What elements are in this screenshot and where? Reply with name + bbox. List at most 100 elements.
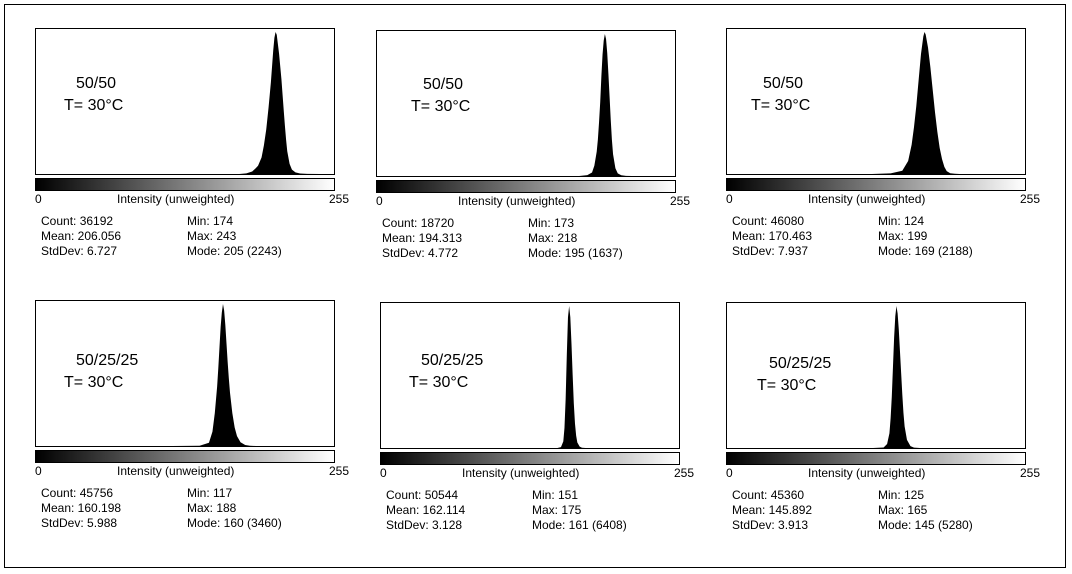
stat-max: Max: 199 <box>878 229 928 243</box>
x-axis-title: Intensity (unweighted) <box>808 466 926 480</box>
intensity-gradient-bar <box>380 452 680 465</box>
histogram-panel: 50/25/25 T= 30°C 0 Intensity (unweighted… <box>726 302 1046 552</box>
histogram-area <box>557 306 586 448</box>
x-axis-labels: 0 Intensity (unweighted) 255 <box>35 463 349 479</box>
x-max-label: 255 <box>669 194 690 208</box>
x-axis-title: Intensity (unweighted) <box>462 466 580 480</box>
sample-ratio-label: 50/25/25 <box>769 355 832 372</box>
histogram-panel: 50/50 T= 30°C 0 Intensity (unweighted) 2… <box>35 28 355 278</box>
stat-mode: Mode: 145 (5280) <box>878 518 973 532</box>
intensity-gradient-bar <box>376 180 676 193</box>
stat-stddev: StdDev: 4.772 <box>382 246 459 260</box>
x-min-label: 0 <box>380 466 387 480</box>
histogram-area <box>172 304 256 446</box>
plot-annotation: 50/50 T= 30°C <box>411 74 470 118</box>
histogram-plot: 50/50 T= 30°C <box>726 28 1026 175</box>
histogram-area <box>239 32 320 174</box>
stat-mean: Mean: 162.114 <box>386 503 466 517</box>
x-max-label: 255 <box>328 464 349 478</box>
stat-count: Count: 45360 <box>732 488 805 502</box>
temperature-label: T= 30°C <box>757 377 817 394</box>
temperature-label: T= 30°C <box>751 97 811 114</box>
sample-ratio-label: 50/50 <box>763 75 804 92</box>
histogram-panel: 50/50 T= 30°C 0 Intensity (unweighted) 2… <box>726 28 1046 278</box>
histogram-svg <box>871 32 960 174</box>
stat-min: Min: 117 <box>187 486 233 500</box>
plot-annotation: 50/25/25 T= 30°C <box>409 350 483 394</box>
plot-annotation: 50/25/25 T= 30°C <box>757 353 831 397</box>
figure-frame <box>4 4 1066 568</box>
x-min-label: 0 <box>726 192 733 206</box>
x-axis-labels: 0 Intensity (unweighted) 255 <box>726 465 1040 481</box>
temperature-label: T= 30°C <box>409 374 469 391</box>
stat-max: Max: 165 <box>878 503 928 517</box>
stat-stddev: StdDev: 3.128 <box>386 518 463 532</box>
x-axis-labels: 0 Intensity (unweighted) 255 <box>726 191 1040 207</box>
histogram-svg <box>557 306 586 448</box>
stat-stddev: StdDev: 3.913 <box>732 518 809 532</box>
sample-ratio-label: 50/25/25 <box>76 352 139 369</box>
x-axis-labels: 0 Intensity (unweighted) 255 <box>380 465 694 481</box>
histogram-plot: 50/25/25 T= 30°C <box>380 302 680 449</box>
stat-max: Max: 243 <box>187 229 237 243</box>
x-min-label: 0 <box>35 464 42 478</box>
x-min-label: 0 <box>726 466 733 480</box>
x-max-label: 255 <box>1019 192 1040 206</box>
intensity-gradient-bar <box>726 452 1026 465</box>
stat-mean: Mean: 206.056 <box>41 229 122 243</box>
stat-mean: Mean: 170.463 <box>732 229 813 243</box>
stat-max: Max: 188 <box>187 501 237 515</box>
temperature-label: T= 30°C <box>64 97 124 114</box>
stat-mode: Mode: 195 (1637) <box>528 246 623 260</box>
stat-mode: Mode: 169 (2188) <box>878 244 973 258</box>
intensity-gradient-bar <box>726 178 1026 191</box>
histogram-plot: 50/50 T= 30°C <box>376 30 676 177</box>
stat-mean: Mean: 145.892 <box>732 503 813 517</box>
stat-mean: Mean: 194.313 <box>382 231 463 245</box>
x-min-label: 0 <box>376 194 383 208</box>
histogram-area <box>871 32 960 174</box>
plot-annotation: 50/50 T= 30°C <box>64 73 123 117</box>
temperature-label: T= 30°C <box>411 98 471 115</box>
sample-ratio-label: 50/50 <box>76 75 117 92</box>
stat-count: Count: 18720 <box>382 216 455 230</box>
histogram-panel: 50/25/25 T= 30°C 0 Intensity (unweighted… <box>35 300 355 550</box>
histogram-panel: 50/50 T= 30°C 0 Intensity (unweighted) 2… <box>376 30 696 280</box>
x-min-label: 0 <box>35 192 42 206</box>
stat-count: Count: 45756 <box>41 486 114 500</box>
x-max-label: 255 <box>328 192 349 206</box>
stat-min: Min: 151 <box>532 488 579 502</box>
stat-stddev: StdDev: 5.988 <box>41 516 118 530</box>
x-axis-labels: 0 Intensity (unweighted) 255 <box>35 191 349 207</box>
x-axis-title: Intensity (unweighted) <box>117 464 235 478</box>
stat-mean: Mean: 160.198 <box>41 501 122 515</box>
stat-stddev: StdDev: 7.937 <box>732 244 809 258</box>
stat-count: Count: 50544 <box>386 488 459 502</box>
histogram-svg <box>873 306 920 448</box>
histogram-panel: 50/25/25 T= 30°C 0 Intensity (unweighted… <box>380 302 700 552</box>
histogram-plot: 50/25/25 T= 30°C <box>35 300 335 447</box>
stat-min: Min: 124 <box>878 214 925 228</box>
x-axis-title: Intensity (unweighted) <box>117 192 235 206</box>
intensity-gradient-bar <box>35 178 335 191</box>
stat-mode: Mode: 160 (3460) <box>187 516 282 530</box>
histogram-area <box>579 34 632 176</box>
x-max-label: 255 <box>673 466 694 480</box>
temperature-label: T= 30°C <box>64 374 124 391</box>
x-max-label: 255 <box>1019 466 1040 480</box>
histogram-svg <box>579 34 632 176</box>
sample-ratio-label: 50/25/25 <box>421 352 484 369</box>
stat-count: Count: 46080 <box>732 214 805 228</box>
x-axis-labels: 0 Intensity (unweighted) 255 <box>376 193 690 209</box>
sample-ratio-label: 50/50 <box>423 76 464 93</box>
plot-annotation: 50/50 T= 30°C <box>751 73 810 117</box>
stat-min: Min: 125 <box>878 488 925 502</box>
stat-stddev: StdDev: 6.727 <box>41 244 118 258</box>
x-axis-title: Intensity (unweighted) <box>808 192 926 206</box>
stat-max: Max: 218 <box>528 231 578 245</box>
histogram-area <box>873 306 920 448</box>
plot-annotation: 50/25/25 T= 30°C <box>64 350 138 394</box>
stat-mode: Mode: 161 (6408) <box>532 518 627 532</box>
histogram-svg <box>239 32 320 174</box>
intensity-gradient-bar <box>35 450 335 463</box>
